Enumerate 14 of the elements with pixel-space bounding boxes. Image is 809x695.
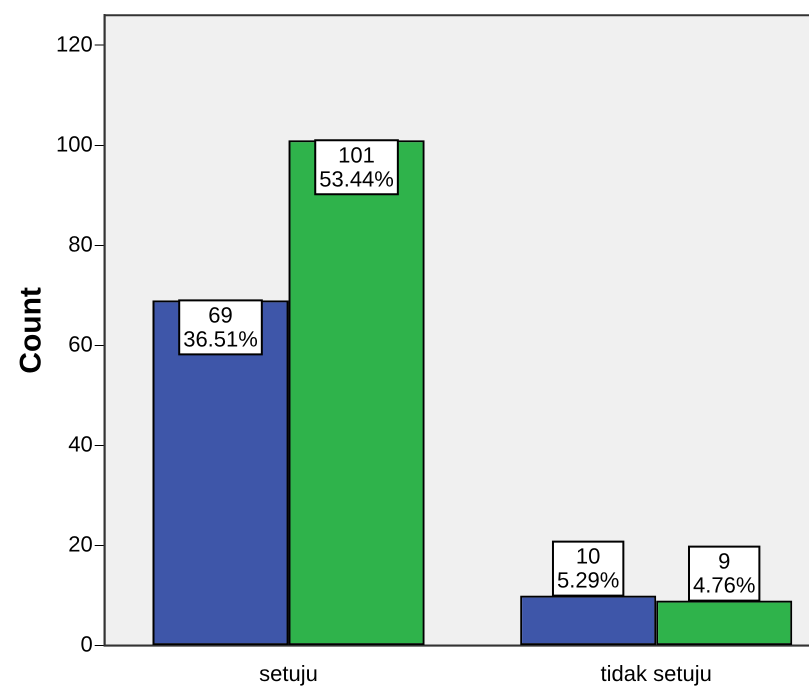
y-tick-label: 0 [80, 632, 93, 657]
y-axis-title: Count [14, 287, 48, 374]
data-label: 9 4.76% [692, 548, 756, 598]
y-tick-label: 120 [56, 31, 93, 56]
data-label: 69 36.51% [183, 302, 258, 352]
data-label: 10 5.29% [556, 544, 620, 593]
x-tick-label: tidak setuju [600, 660, 712, 686]
y-tick-label: 20 [68, 532, 93, 557]
data-label: 101 53.44% [319, 142, 394, 192]
y-tick-label: 80 [68, 231, 93, 256]
y-tick-label: 100 [56, 131, 93, 156]
x-tick-label: setuju [259, 660, 318, 686]
y-tick-label: 60 [68, 331, 93, 356]
y-tick-label: 40 [68, 432, 93, 457]
